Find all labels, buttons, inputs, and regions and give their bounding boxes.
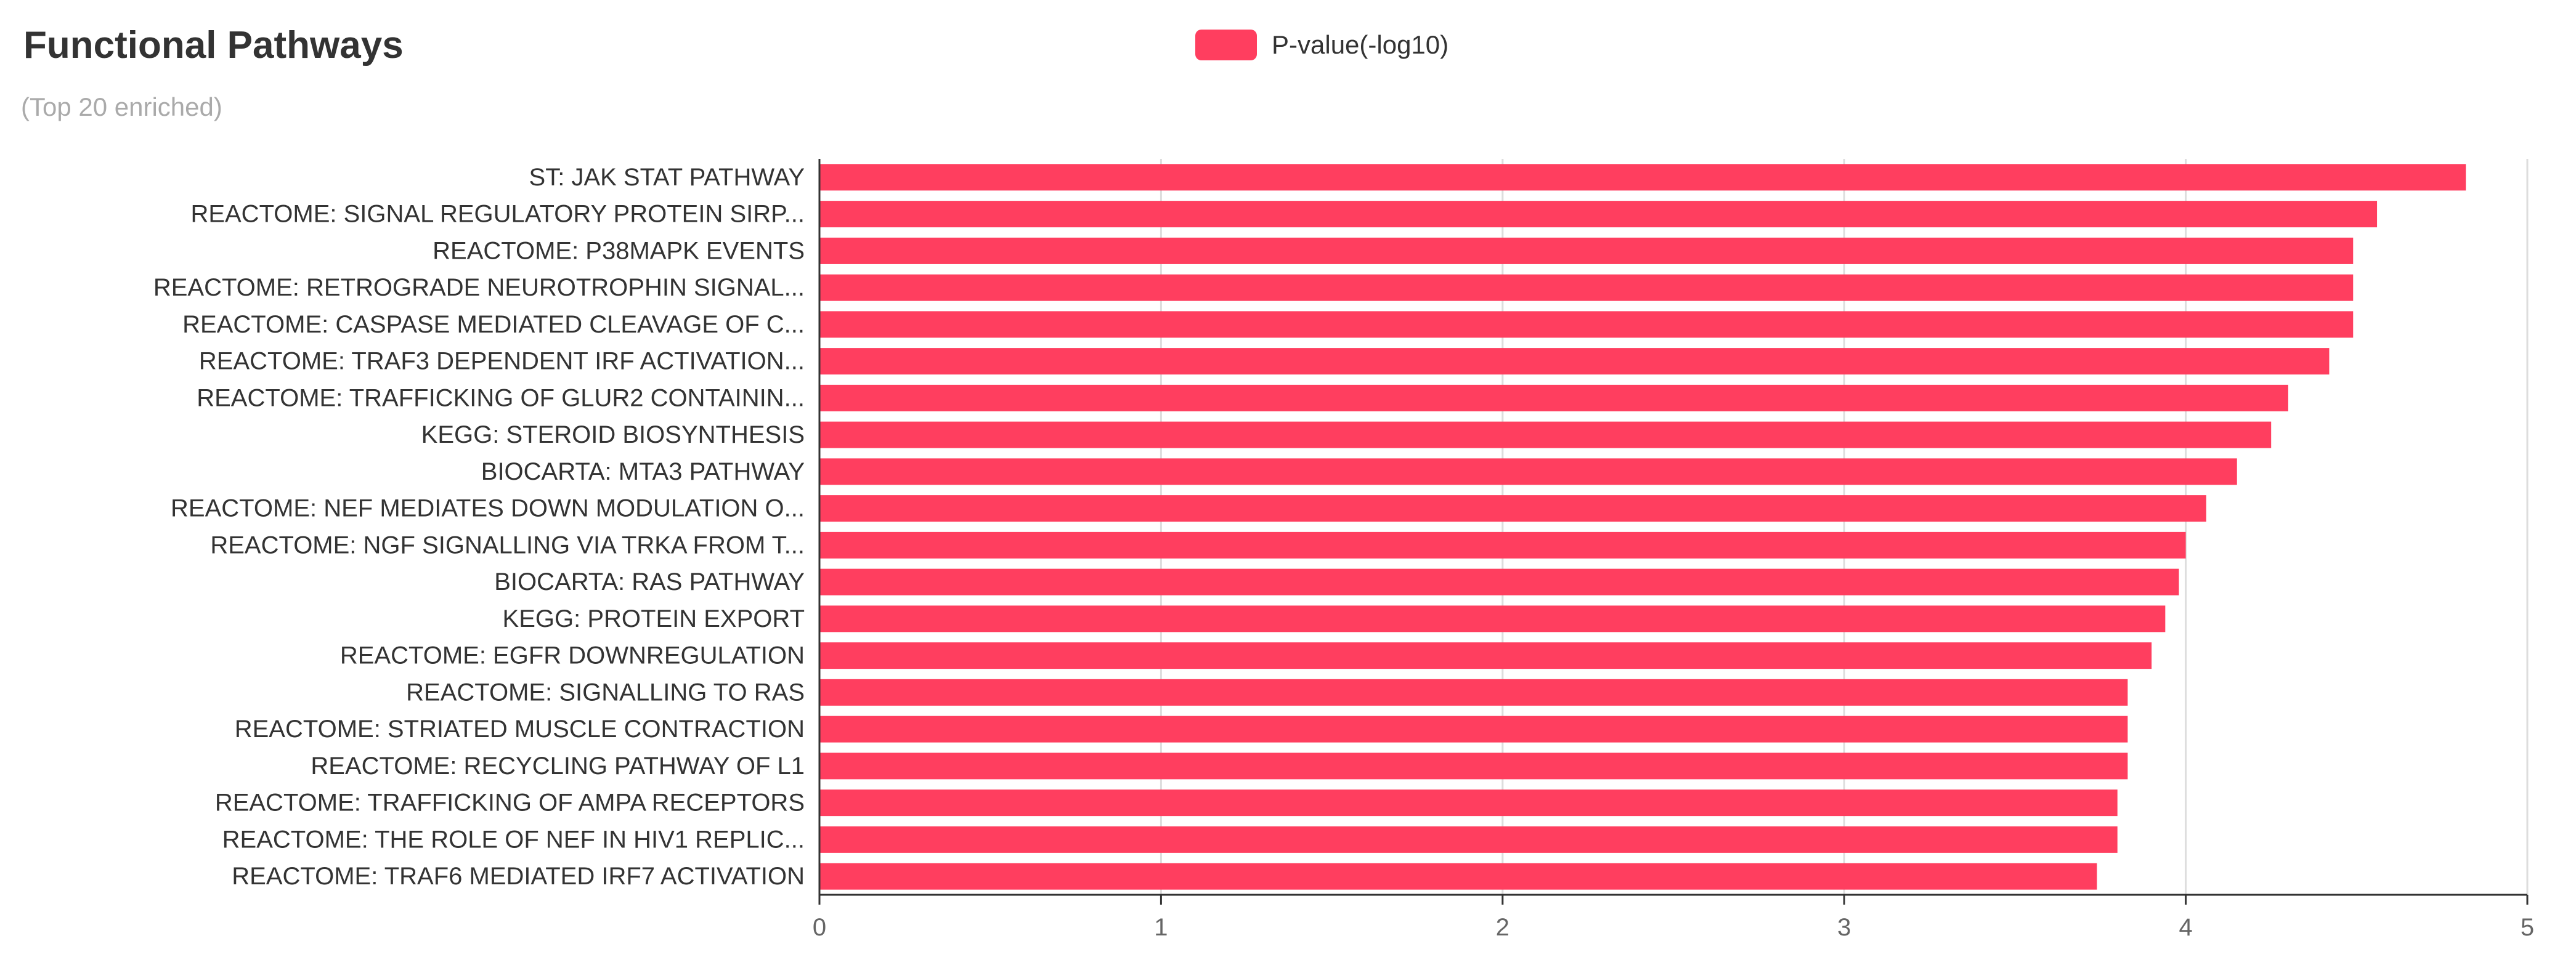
x-tick-label: 3 xyxy=(1837,914,1851,941)
category-label: REACTOME: NEF MEDIATES DOWN MODULATION O… xyxy=(171,495,805,522)
bar[interactable] xyxy=(819,789,2118,817)
legend-label: P-value(-log10) xyxy=(1272,30,1449,59)
bar[interactable] xyxy=(819,531,2186,559)
bar[interactable] xyxy=(819,679,2128,706)
category-label: KEGG: STEROID BIOSYNTHESIS xyxy=(421,421,805,448)
chart-title: Functional Pathways xyxy=(23,24,404,67)
category-label: REACTOME: RECYCLING PATHWAY OF L1 xyxy=(311,753,805,780)
category-label: KEGG: PROTEIN EXPORT xyxy=(503,605,805,632)
x-tick-label: 4 xyxy=(2179,914,2192,941)
bar[interactable] xyxy=(819,201,2378,228)
bar[interactable] xyxy=(819,384,2288,411)
bar[interactable] xyxy=(819,458,2237,485)
bar[interactable] xyxy=(819,164,2466,191)
legend-swatch xyxy=(1195,30,1257,60)
category-label: REACTOME: P38MAPK EVENTS xyxy=(433,237,805,264)
category-label: BIOCARTA: RAS PATHWAY xyxy=(494,568,805,596)
category-label: ST: JAK STAT PATHWAY xyxy=(529,164,805,191)
x-tick-label: 5 xyxy=(2521,914,2534,941)
category-label: REACTOME: TRAFFICKING OF GLUR2 CONTAININ… xyxy=(197,384,805,411)
bar[interactable] xyxy=(819,826,2118,853)
bar[interactable] xyxy=(819,863,2097,890)
bar[interactable] xyxy=(819,311,2354,338)
x-tick-label: 0 xyxy=(813,914,826,941)
bar[interactable] xyxy=(819,421,2272,448)
category-label: REACTOME: NGF SIGNALLING VIA TRKA FROM T… xyxy=(210,531,805,559)
category-label: REACTOME: RETROGRADE NEUROTROPHIN SIGNAL… xyxy=(153,274,805,301)
category-label: REACTOME: SIGNALLING TO RAS xyxy=(406,679,805,706)
chart-subtitle: (Top 20 enriched) xyxy=(21,92,222,121)
category-label: REACTOME: TRAF3 DEPENDENT IRF ACTIVATION… xyxy=(199,348,805,375)
category-label: REACTOME: TRAFFICKING OF AMPA RECEPTORS xyxy=(215,789,805,817)
legend[interactable]: P-value(-log10) xyxy=(1195,30,1448,60)
bar[interactable] xyxy=(819,237,2354,264)
category-label: REACTOME: STRIATED MUSCLE CONTRACTION xyxy=(235,716,805,743)
category-label: REACTOME: EGFR DOWNREGULATION xyxy=(340,642,805,669)
bar[interactable] xyxy=(819,642,2152,669)
x-tick-label: 1 xyxy=(1154,914,1168,941)
bar[interactable] xyxy=(819,568,2179,596)
category-label: REACTOME: THE ROLE OF NEF IN HIV1 REPLIC… xyxy=(222,826,805,853)
bar[interactable] xyxy=(819,753,2128,780)
bar[interactable] xyxy=(819,274,2354,301)
category-label: BIOCARTA: MTA3 PATHWAY xyxy=(481,458,805,485)
category-label: REACTOME: SIGNAL REGULATORY PROTEIN SIRP… xyxy=(190,201,805,228)
category-label: REACTOME: CASPASE MEDIATED CLEAVAGE OF C… xyxy=(182,311,805,338)
bar[interactable] xyxy=(819,716,2128,743)
bar[interactable] xyxy=(819,495,2206,522)
category-label: REACTOME: TRAF6 MEDIATED IRF7 ACTIVATION xyxy=(232,863,805,890)
bar[interactable] xyxy=(819,605,2166,632)
bar[interactable] xyxy=(819,348,2330,375)
x-tick-label: 2 xyxy=(1496,914,1509,941)
